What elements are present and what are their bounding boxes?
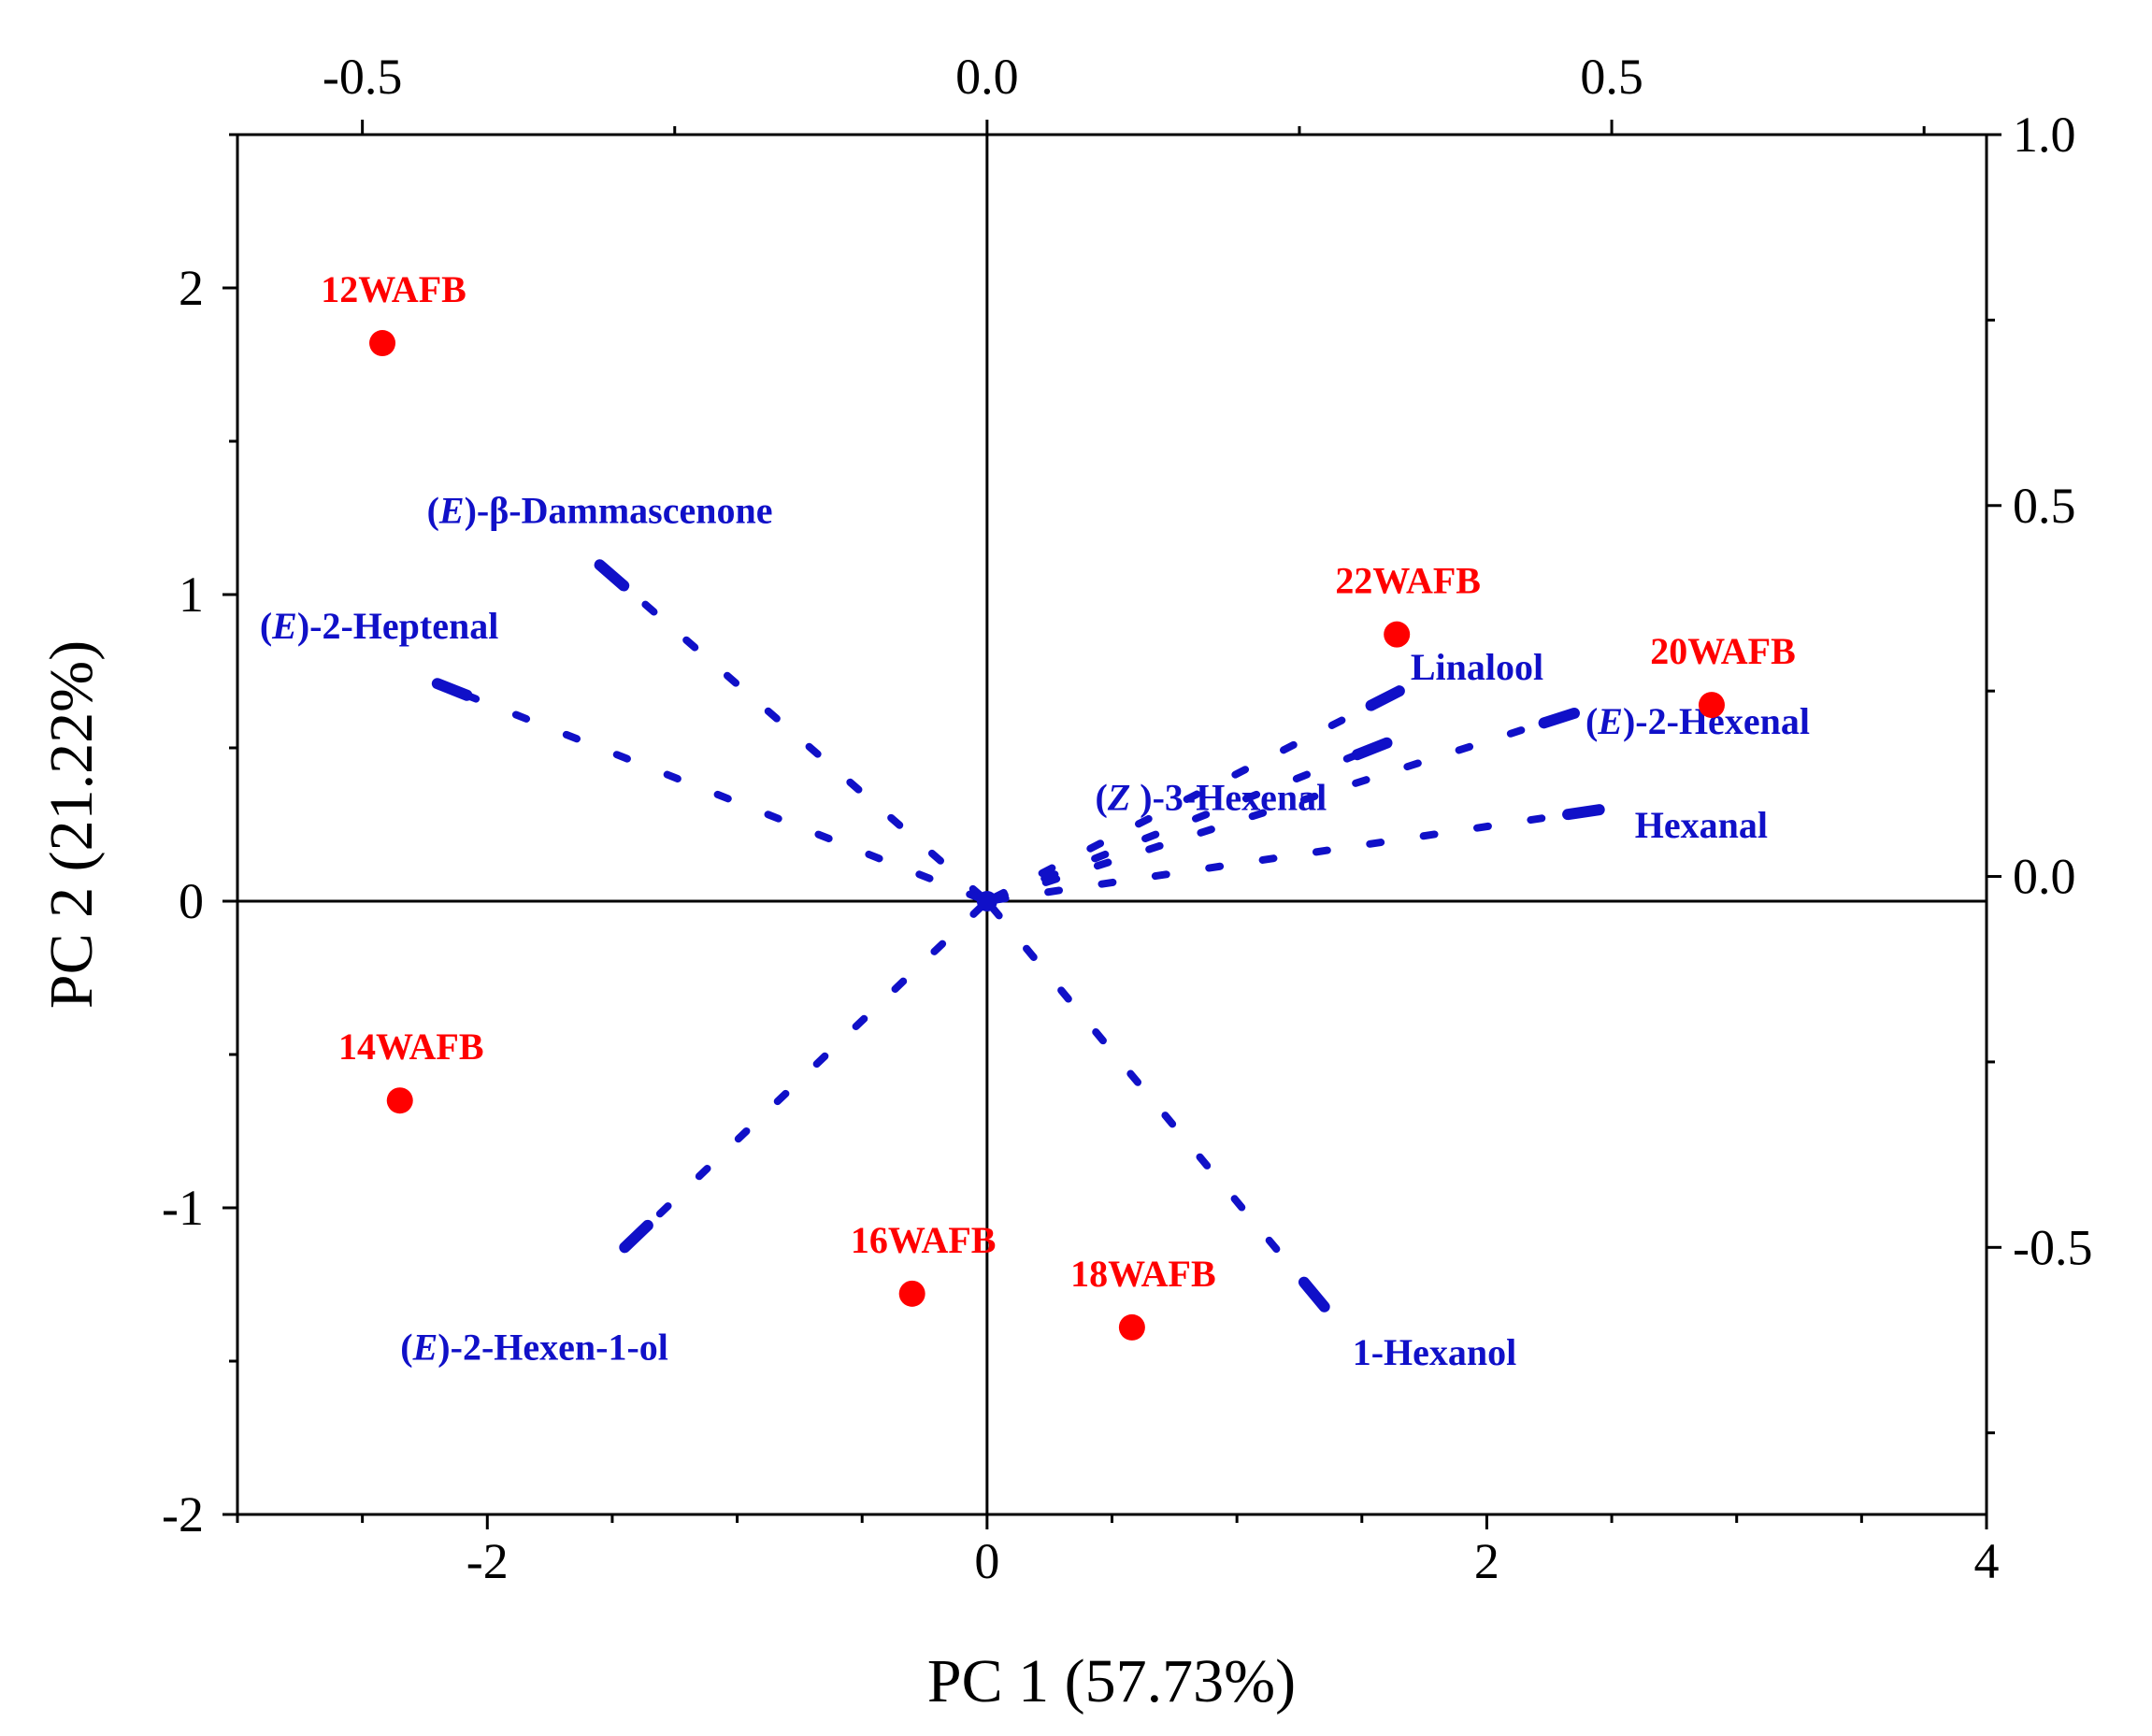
label-italic: E	[438, 489, 465, 531]
x-axis-title: PC 1 (57.73%)	[927, 1647, 1296, 1715]
score-point	[1384, 621, 1411, 648]
x-tick-label: 2	[1474, 1533, 1499, 1589]
loading-label: Hexanal	[1635, 804, 1768, 846]
right-axis-ticks: -0.5 0.0 0.5 1.0	[1987, 107, 2092, 1435]
label-prefix: (	[1585, 700, 1598, 742]
loading-vector-head	[1298, 1276, 1330, 1313]
y-tick-label: -1	[162, 1180, 204, 1236]
loading-label: Linalool	[1411, 646, 1543, 688]
label-italic: Z	[1107, 777, 1130, 819]
score-point	[1118, 1313, 1145, 1341]
label-prefix: (	[400, 1326, 412, 1368]
right-tick-label: 0.0	[2013, 849, 2076, 905]
x-tick-label: 4	[1974, 1533, 2000, 1589]
score-label: 16WAFB	[851, 1219, 997, 1261]
x-tick-label: -2	[466, 1533, 509, 1589]
right-tick-label: 0.5	[2013, 478, 2076, 534]
label-italic: E	[412, 1326, 438, 1368]
score-point	[1698, 692, 1725, 719]
right-tick-label: -0.5	[2013, 1219, 2092, 1275]
left-axis-ticks: -2 -1 0 1 2	[162, 133, 237, 1542]
loading-vector-line	[987, 903, 1328, 1311]
score-label: 20WAFB	[1650, 630, 1796, 672]
y-tick-label: 1	[179, 567, 204, 623]
y-tick-label: 2	[179, 260, 204, 316]
loading-vector-head	[619, 1219, 653, 1254]
top-axis-ticks: -0.5 0.0 0.5	[323, 49, 1926, 135]
score-label: 22WAFB	[1335, 560, 1481, 602]
label-italic: E	[271, 605, 297, 647]
score-points: 12WAFB 14WAFB 16WAFB 18WAFB 20WAFB 22WAFB	[321, 268, 1796, 1341]
label-suffix: Linalool	[1411, 646, 1543, 688]
label-suffix: )-2-Hexen-1-ol	[438, 1326, 668, 1368]
label-suffix: )-β-Dammascenone	[465, 489, 773, 531]
loading-vector-line	[990, 739, 1391, 903]
top-tick-label: 0.5	[1580, 49, 1643, 105]
loading-label: (E)-2-Hexen-1-ol	[400, 1326, 668, 1368]
score-label: 18WAFB	[1070, 1253, 1216, 1295]
loading-vector-head	[594, 559, 630, 592]
top-tick-label: 0.0	[955, 49, 1019, 105]
loading-vector-line	[990, 806, 1603, 904]
label-italic: E	[1597, 700, 1623, 742]
top-tick-label: -0.5	[323, 49, 402, 105]
label-suffix: )-2-Heptenal	[297, 605, 499, 647]
x-tick-label: 0	[974, 1533, 999, 1589]
label-suffix: Hexanal	[1635, 804, 1768, 846]
label-prefix: (	[1096, 777, 1108, 819]
score-label: 14WAFB	[338, 1026, 484, 1068]
score-point	[898, 1280, 925, 1307]
loading-vector-head	[431, 678, 473, 701]
y-axis-title: PC 2 (21.22%)	[37, 640, 106, 1009]
loading-vector-line	[621, 902, 986, 1252]
loading-vector-line	[433, 680, 984, 903]
bottom-axis-ticks: -2 0 2 4	[236, 1514, 2000, 1589]
score-point	[369, 330, 396, 357]
loading-vector-head	[1538, 707, 1580, 729]
loading-vector-line	[595, 561, 985, 900]
origin-point	[976, 891, 997, 911]
loading-vectors: (E)-β-Dammascenone(E)-2-HeptenalLinalool…	[260, 489, 1810, 1373]
loading-vector-head	[1562, 804, 1605, 821]
loading-label: (E)-2-Heptenal	[260, 605, 499, 647]
score-label: 12WAFB	[321, 268, 466, 310]
right-tick-label: 1.0	[2013, 107, 2076, 163]
loading-vector-head	[1365, 685, 1405, 711]
label-prefix: (	[427, 489, 439, 531]
loading-vector-line	[989, 687, 1403, 902]
loading-vector-head	[1351, 737, 1393, 761]
loading-label: 1-Hexanol	[1353, 1331, 1517, 1373]
score-point	[386, 1087, 413, 1114]
loading-label: (Z )-3-Hexenal	[1096, 777, 1327, 819]
y-tick-label: 0	[179, 873, 204, 929]
label-suffix: 1-Hexanol	[1353, 1331, 1517, 1373]
y-tick-label: -2	[162, 1486, 204, 1542]
label-prefix: (	[260, 605, 272, 647]
loading-label: (E)-β-Dammascenone	[427, 489, 773, 531]
label-suffix: )-3-Hexenal	[1130, 777, 1327, 819]
loading-label: (E)-2-Hexenal	[1585, 700, 1810, 742]
